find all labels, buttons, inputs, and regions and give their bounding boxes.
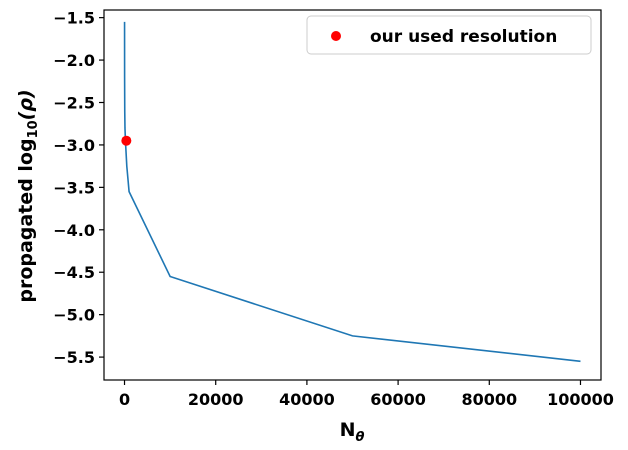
x-tick-label: 20000	[188, 390, 244, 409]
y-tick-label: −4.0	[53, 221, 95, 240]
x-tick-label: 0	[119, 390, 130, 409]
y-tick-label: −1.5	[53, 9, 95, 28]
x-axis-label: Nθ	[340, 419, 365, 445]
legend-box	[306, 15, 592, 55]
x-tick-label: 40000	[279, 390, 335, 409]
x-tick-label: 80000	[461, 390, 517, 409]
legend-label: our used resolution	[370, 27, 557, 47]
y-tick-label: −5.5	[53, 348, 95, 367]
legend-marker	[331, 31, 341, 41]
y-tick-label: −3.5	[53, 178, 95, 197]
y-tick-label: −4.5	[53, 263, 95, 282]
plot-frame	[103, 9, 602, 381]
y-tick-label: −2.5	[53, 94, 95, 113]
y-tick-label: −3.0	[53, 136, 95, 155]
x-tick-label: 100000	[547, 390, 614, 409]
y-tick-label: −5.0	[53, 306, 95, 325]
y-tick-label: −2.0	[53, 51, 95, 70]
series-line	[123, 21, 581, 363]
scatter-point	[121, 135, 132, 146]
y-axis-label: propagated log10(ρ)	[15, 89, 41, 302]
x-tick-label: 60000	[370, 390, 426, 409]
legend: our used resolution	[306, 15, 592, 55]
